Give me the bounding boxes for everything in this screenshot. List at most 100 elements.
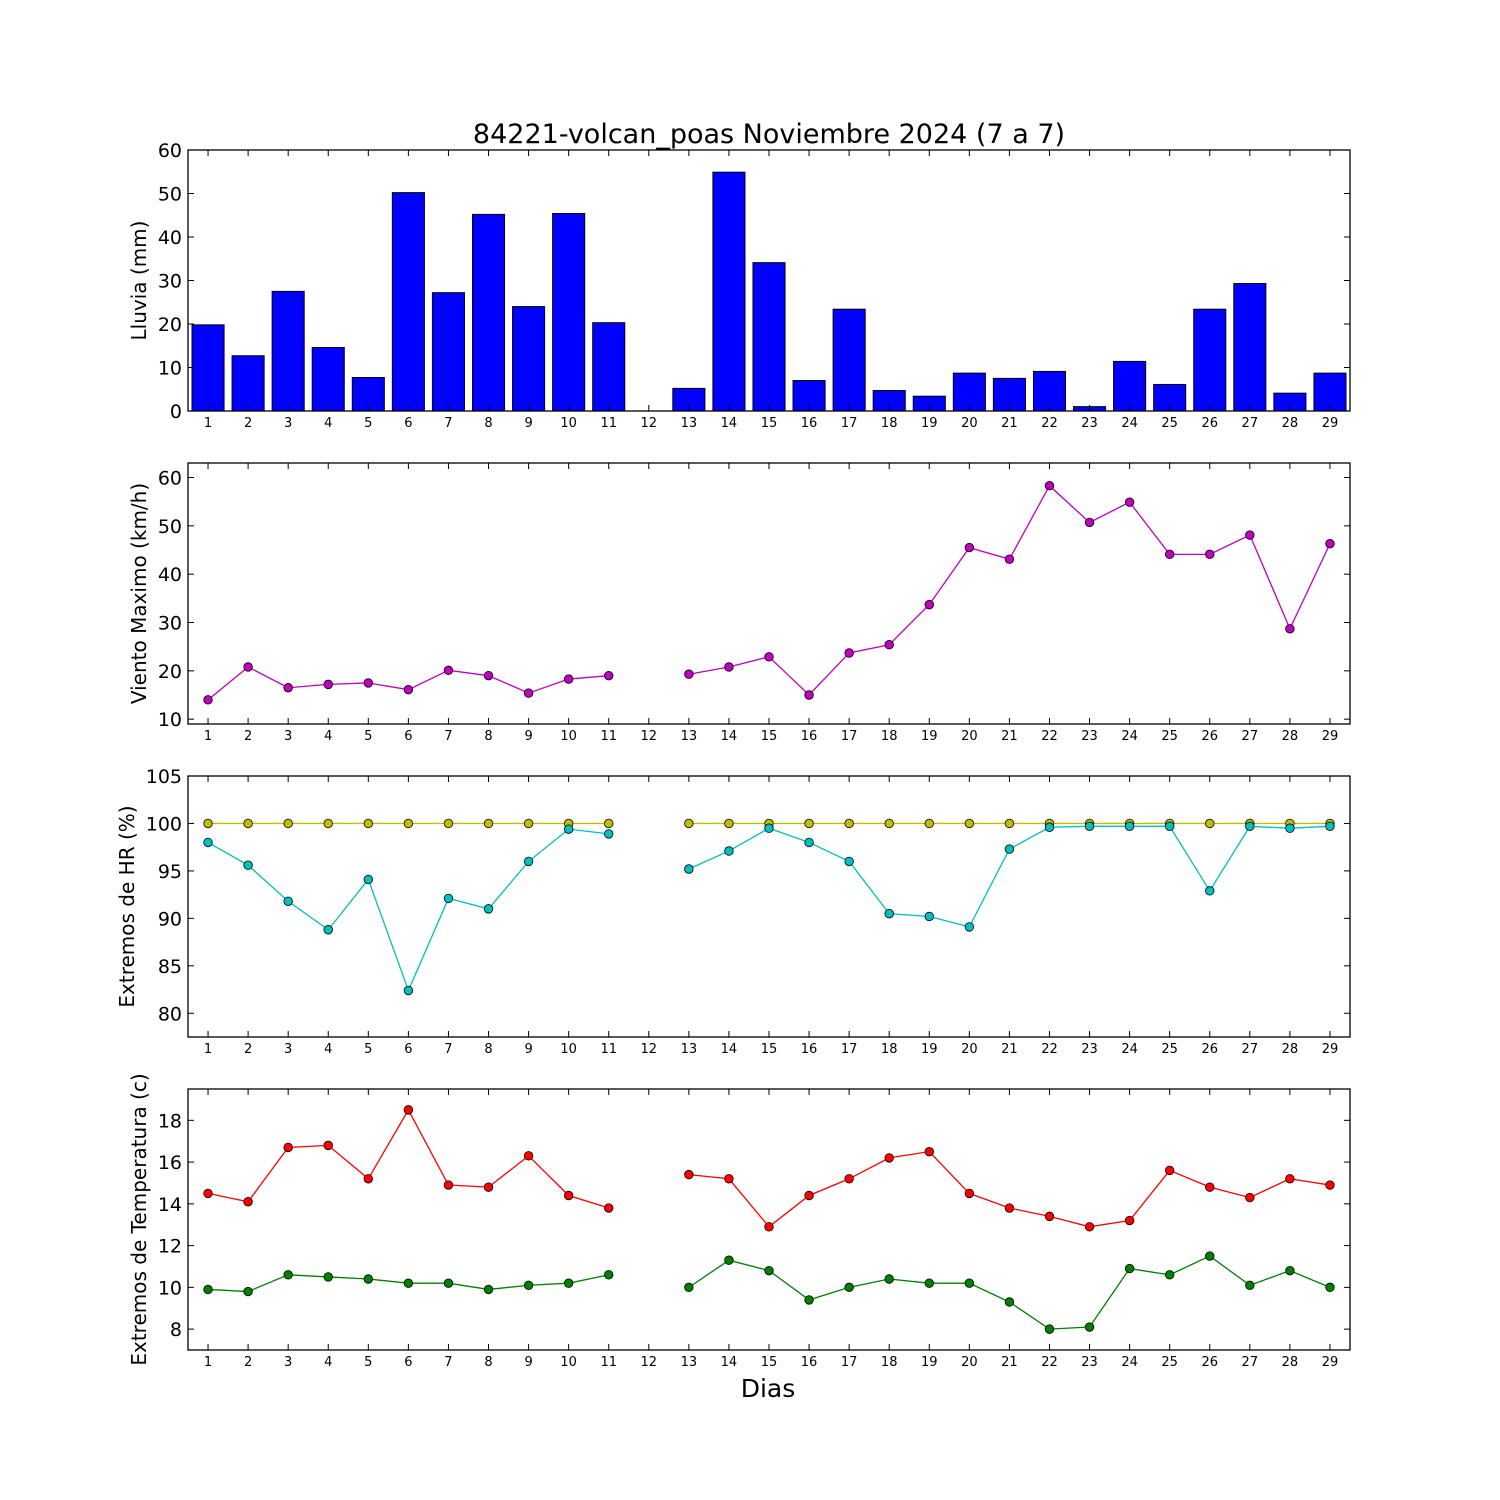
data-point — [323, 925, 333, 935]
data-point — [1004, 844, 1015, 854]
data-point — [764, 1265, 774, 1276]
x-tick-label: 16 — [801, 1042, 818, 1057]
y-tick-label: 30 — [158, 271, 182, 293]
data-point — [1124, 1215, 1135, 1226]
x-tick-label: 12 — [641, 1355, 658, 1370]
x-tick-label: 6 — [404, 1042, 412, 1057]
data-point — [1245, 1192, 1255, 1203]
x-tick-label: 24 — [1121, 416, 1138, 431]
x-tick-label: 13 — [681, 1355, 698, 1370]
x-tick-label: 5 — [364, 1355, 372, 1370]
series-1 — [203, 1105, 1335, 1232]
x-tick-label: 9 — [524, 416, 532, 431]
data-point — [283, 1142, 293, 1153]
data-point — [443, 1180, 454, 1190]
x-tick-label: 23 — [1081, 416, 1098, 431]
y-tick-label: 0 — [170, 401, 182, 423]
x-tick-label: 26 — [1201, 729, 1218, 744]
data-point — [1124, 497, 1135, 507]
x-tick-label: 20 — [961, 1355, 978, 1370]
y-axis-label: Extremos de Temperatura (c) — [127, 1073, 151, 1365]
x-tick-label: 20 — [961, 1042, 978, 1057]
data-point — [1124, 821, 1135, 832]
data-point — [203, 818, 213, 829]
x-tick-label: 11 — [600, 416, 617, 431]
x-tick-label: 18 — [881, 1355, 898, 1370]
data-point — [323, 1140, 333, 1151]
x-tick-label: 26 — [1201, 1042, 1218, 1057]
x-tick-label: 9 — [524, 1355, 532, 1370]
chart-title: 84221-volcan_poas Noviembre 2024 (7 a 7) — [473, 119, 1065, 150]
data-point — [563, 1190, 574, 1201]
axes-frame — [187, 775, 1351, 1038]
data-point — [483, 1182, 494, 1192]
x-tick-label: 28 — [1282, 1355, 1299, 1370]
data-point — [1285, 1174, 1295, 1184]
series-line — [688, 1255, 1331, 1330]
data-point — [1245, 530, 1255, 540]
x-tick-label: 7 — [444, 729, 452, 744]
x-tick-label: 12 — [641, 1042, 658, 1057]
data-point — [243, 1286, 253, 1297]
x-tick-label: 6 — [404, 729, 412, 744]
x-tick-label: 25 — [1161, 416, 1178, 431]
rain-bar — [391, 192, 425, 412]
x-tick-label: 18 — [881, 1042, 898, 1057]
x-tick-label: 10 — [560, 1355, 577, 1370]
data-point — [604, 1270, 614, 1280]
x-tick-label: 1 — [204, 416, 212, 431]
data-point — [1084, 1322, 1095, 1332]
x-tick-label: 27 — [1242, 1355, 1259, 1370]
data-point — [1205, 818, 1215, 829]
x-tick-label: 13 — [681, 729, 698, 744]
data-point — [1325, 821, 1335, 832]
data-point — [964, 922, 975, 932]
x-tick-label: 17 — [841, 1355, 858, 1370]
data-point — [604, 818, 614, 829]
y-tick-label: 12 — [158, 1236, 182, 1258]
data-point — [323, 1272, 333, 1282]
data-point — [724, 662, 734, 672]
data-point — [1084, 821, 1095, 832]
x-tick-label: 22 — [1041, 416, 1058, 431]
data-point — [523, 1151, 534, 1161]
series-2 — [203, 1251, 1335, 1334]
y-tick-label: 95 — [158, 861, 182, 883]
y-tick-label: 40 — [158, 564, 182, 586]
y-tick-label: 20 — [158, 314, 182, 336]
data-point — [283, 1270, 293, 1280]
data-point — [884, 640, 894, 650]
data-point — [1004, 554, 1015, 564]
data-point — [403, 818, 414, 829]
data-point — [443, 665, 454, 676]
rain-bar — [231, 355, 265, 412]
data-point — [563, 674, 574, 684]
data-point — [363, 874, 374, 885]
data-point — [924, 911, 934, 922]
x-tick-label: 3 — [284, 729, 292, 744]
data-point — [483, 1284, 494, 1295]
data-point — [764, 823, 774, 833]
data-point — [283, 818, 293, 829]
rain-bar — [471, 213, 506, 412]
data-point — [684, 669, 694, 679]
x-tick-label: 9 — [524, 729, 532, 744]
x-tick-label: 14 — [721, 1042, 738, 1057]
data-point — [523, 688, 534, 698]
data-point — [1285, 1265, 1295, 1276]
data-point — [483, 670, 494, 681]
data-point — [1044, 1211, 1055, 1222]
x-tick-label: 23 — [1081, 1042, 1098, 1057]
x-tick-label: 25 — [1161, 1042, 1178, 1057]
data-point — [403, 1105, 414, 1115]
x-tick-label: 6 — [404, 1355, 412, 1370]
data-point — [844, 818, 854, 829]
x-tick-label: 27 — [1242, 729, 1259, 744]
data-point — [804, 1295, 814, 1305]
series-line — [688, 1150, 1331, 1228]
data-point — [363, 678, 374, 688]
y-tick-label: 14 — [158, 1194, 182, 1216]
